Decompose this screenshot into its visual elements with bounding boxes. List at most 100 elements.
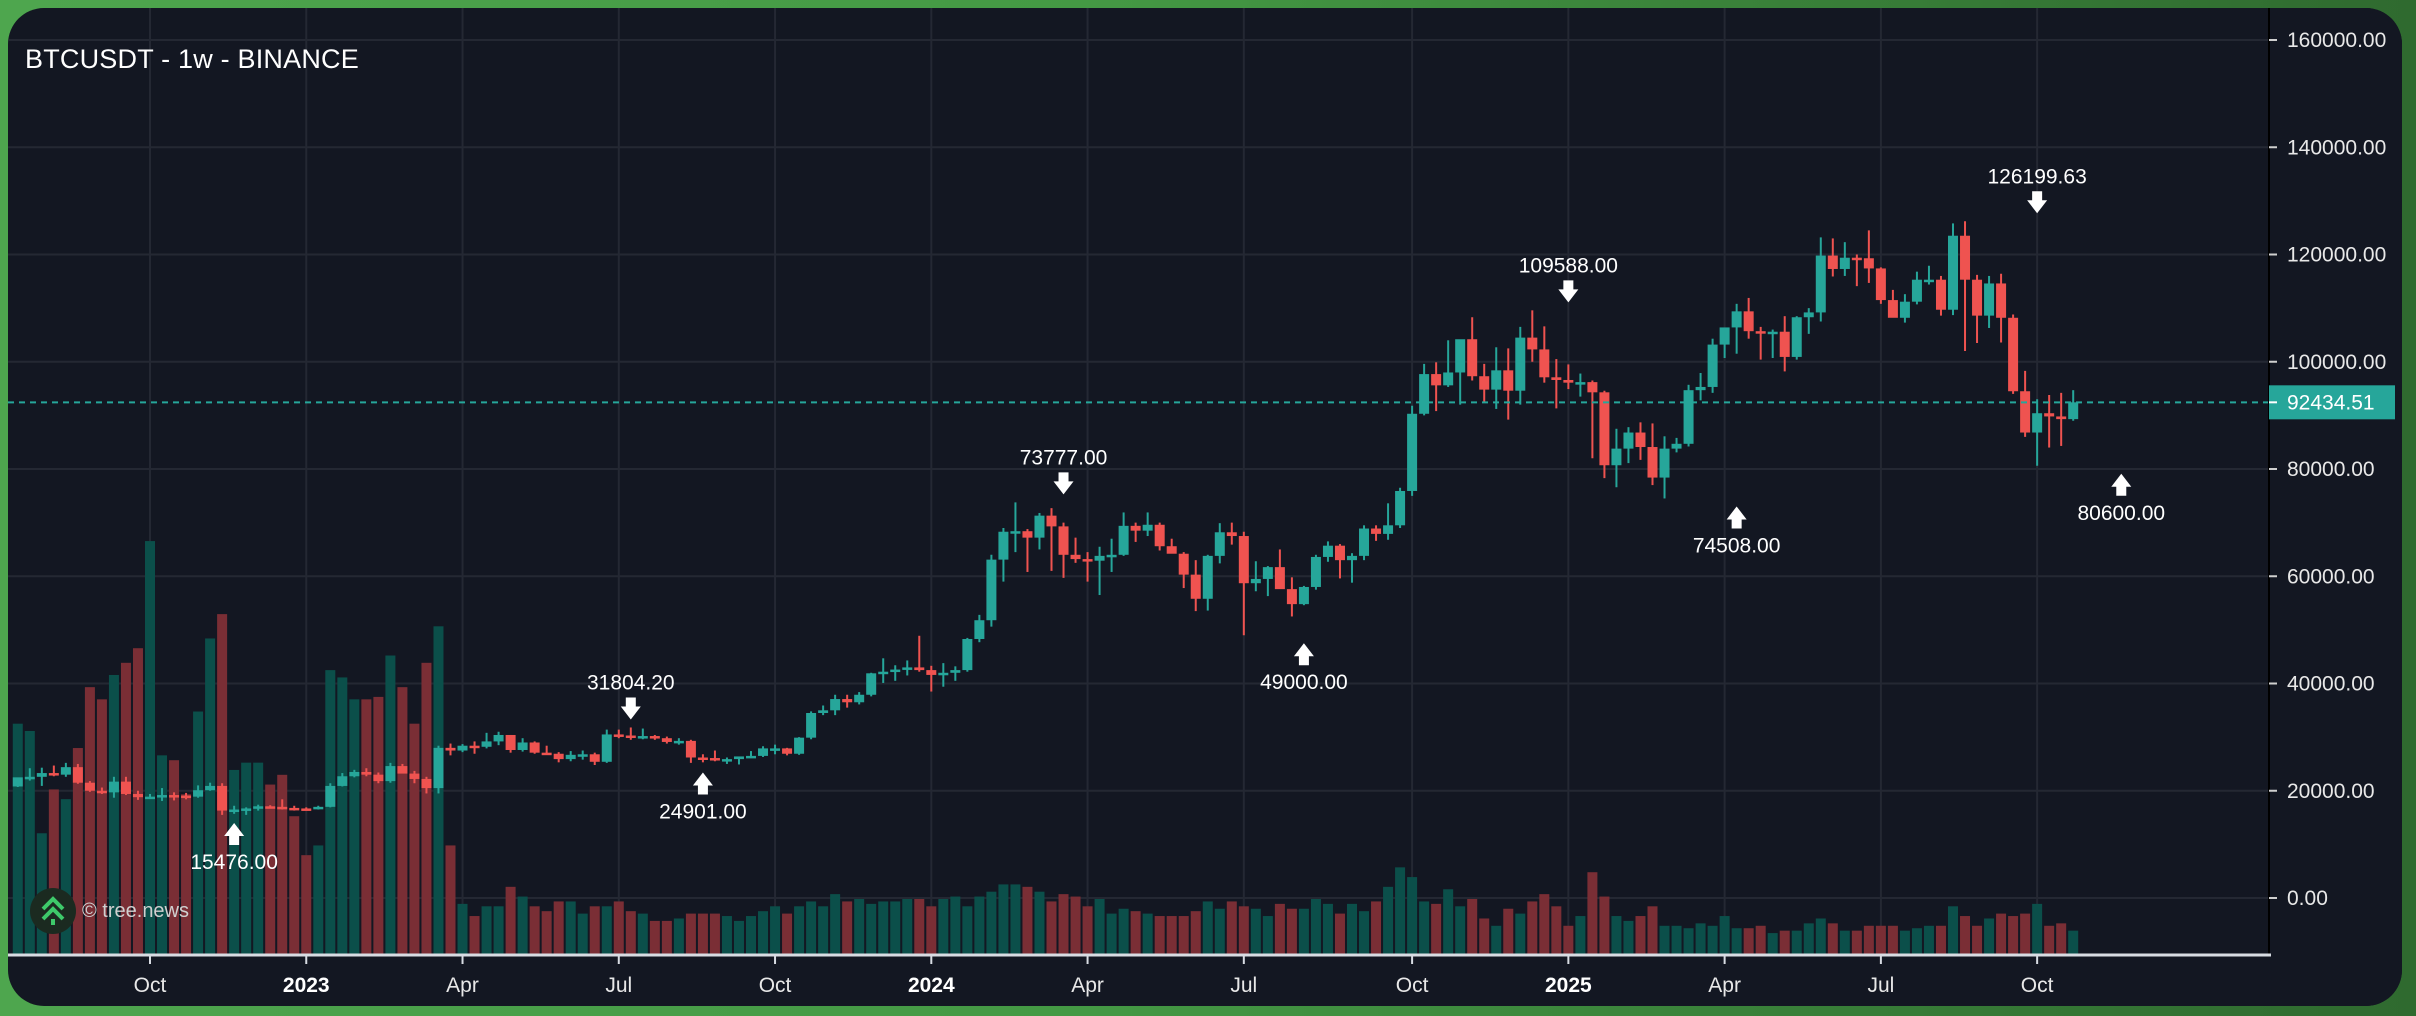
- volume-bar: [1142, 913, 1153, 955]
- candle: [962, 638, 973, 671]
- candle: [96, 790, 107, 794]
- candle: [709, 758, 720, 761]
- volume-bar: [1419, 901, 1430, 955]
- candle: [673, 740, 684, 744]
- volume-bar: [854, 898, 865, 955]
- volume-bar: [1106, 913, 1117, 955]
- volume-bar: [1359, 911, 1370, 955]
- volume-bar: [1599, 896, 1610, 955]
- volume-bar: [1575, 916, 1586, 955]
- candle: [1647, 447, 1658, 478]
- candle: [1851, 257, 1862, 261]
- candle: [914, 667, 925, 671]
- volume-bar: [1274, 903, 1285, 955]
- candle: [1250, 578, 1261, 584]
- candle: [926, 670, 937, 675]
- candle: [24, 776, 35, 780]
- candle: [1587, 382, 1598, 393]
- time-tick-label: Apr: [446, 974, 479, 997]
- volume-bar: [517, 896, 528, 955]
- candle: [457, 745, 468, 751]
- volume-bar: [806, 901, 817, 955]
- volume-bar: [1611, 916, 1622, 955]
- candle: [2044, 413, 2055, 417]
- volume-bar: [938, 898, 949, 955]
- candle: [938, 672, 949, 676]
- candle: [1046, 515, 1057, 527]
- volume-bar: [878, 901, 889, 955]
- candle: [12, 777, 23, 787]
- volume-bar: [830, 894, 841, 955]
- candle: [1683, 390, 1694, 444]
- candle: [974, 620, 985, 639]
- volume-bar: [709, 913, 720, 955]
- volume-bar: [685, 913, 696, 955]
- volume-bar: [1178, 916, 1189, 955]
- candle: [1911, 279, 1922, 302]
- candle: [1815, 255, 1826, 313]
- volume-bar: [794, 906, 805, 955]
- chart-frame: 15476.00 31804.20 24901.00 73777.00 49000.00…: [8, 8, 2402, 1006]
- time-tick-label: Oct: [2021, 974, 2054, 997]
- volume-bar: [337, 677, 348, 955]
- candle: [325, 785, 336, 807]
- volume-bar: [1431, 903, 1442, 955]
- candle: [2020, 391, 2031, 433]
- candle: [770, 748, 781, 751]
- volume-bar: [1214, 908, 1225, 955]
- candle: [1996, 283, 2007, 318]
- candle: [1791, 317, 1802, 357]
- candle: [1214, 532, 1225, 556]
- candle: [301, 808, 312, 811]
- candle: [373, 774, 384, 782]
- volume-bar: [1154, 916, 1165, 955]
- volume-bar: [313, 845, 324, 955]
- volume-bar: [60, 799, 71, 955]
- volume-bar: [565, 901, 576, 955]
- last-price-value: 92434.51: [2287, 391, 2375, 414]
- arrow-up-icon: [692, 772, 713, 795]
- candle: [1347, 555, 1357, 561]
- candle: [1407, 413, 1418, 491]
- candle: [1575, 382, 1586, 385]
- candle: [1202, 555, 1213, 599]
- volume-bar: [96, 699, 107, 955]
- volume-bar: [1347, 903, 1357, 955]
- candle: [60, 767, 71, 775]
- volume-bar: [746, 916, 756, 955]
- candle: [1599, 392, 1610, 466]
- volume-bar: [361, 699, 372, 955]
- volume-bar: [1755, 925, 1766, 955]
- volume-bar: [950, 896, 961, 955]
- candle: [998, 531, 1009, 560]
- low-label: 74508.00: [1693, 534, 1781, 557]
- volume-bar: [1647, 906, 1658, 955]
- chart-title: BTCUSDT - 1w - BINANCE: [25, 44, 359, 74]
- candle: [1118, 525, 1129, 555]
- volume-bar: [962, 906, 973, 955]
- volume-bar: [469, 916, 480, 955]
- candle: [1274, 567, 1285, 590]
- volume-bar: [1767, 933, 1778, 955]
- volume-bar: [1371, 901, 1382, 955]
- volume-bar: [1491, 925, 1502, 955]
- volume-bar: [145, 541, 155, 955]
- volume-bar: [1022, 886, 1033, 955]
- candle: [830, 699, 841, 711]
- candle: [541, 752, 552, 756]
- candle: [1082, 559, 1093, 562]
- time-axis[interactable]: Oct 2023 Apr Jul Oct 2024 Apr Jul Oct 2025 Apr Jul O…: [8, 953, 2271, 997]
- time-tick-label: Jul: [605, 974, 632, 997]
- price-axis[interactable]: 160000.00 140000.00 120000.00 100000.00 8000…: [2268, 8, 2402, 1006]
- volume-bar: [1948, 906, 1958, 955]
- candle: [1972, 279, 1983, 316]
- volume-bar: [1791, 930, 1802, 955]
- high-label: 109588.00: [1519, 254, 1618, 277]
- price-tick-label: 140000.00: [2287, 136, 2386, 159]
- candle: [1022, 531, 1033, 538]
- candlestick-chart[interactable]: 15476.00 31804.20 24901.00 73777.00 49000.00…: [8, 8, 2402, 1006]
- candle: [1094, 555, 1105, 561]
- candle: [385, 766, 396, 782]
- volume-bar: [1479, 918, 1490, 955]
- candle: [493, 734, 504, 742]
